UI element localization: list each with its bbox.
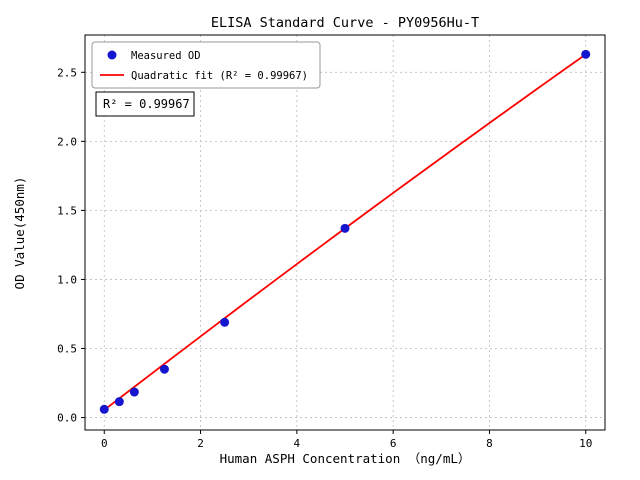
x-tick-label: 0 xyxy=(101,437,108,450)
x-tick-label: 8 xyxy=(486,437,493,450)
legend-label-measured: Measured OD xyxy=(131,50,201,62)
legend-marker-dot xyxy=(107,50,117,60)
data-point xyxy=(220,317,230,327)
y-tick-label: 1.5 xyxy=(57,204,77,217)
plot-border xyxy=(84,34,606,431)
x-tick-label: 2 xyxy=(197,437,204,450)
x-tick-label: 10 xyxy=(579,437,592,450)
y-tick-label: 0.0 xyxy=(57,412,77,425)
axes-layer: 0 2 4 6 8 10 0.0 0.5 1.0 1.5 2.0 2.5 xyxy=(57,34,606,450)
y-tick-label: 1.0 xyxy=(57,273,77,286)
r-squared-text: R² = 0.99967 xyxy=(103,97,190,111)
plot-layer xyxy=(99,49,591,414)
data-point xyxy=(114,397,124,407)
r-squared-box xyxy=(95,91,195,117)
y-tick-label: 2.0 xyxy=(57,135,77,148)
data-point xyxy=(129,387,139,397)
x-tick-label: 6 xyxy=(390,437,397,450)
legend: Measured OD Quadratic fit (R² = 0.99967) xyxy=(91,41,321,89)
r-squared-annotation: R² = 0.99967 xyxy=(95,91,195,117)
y-tick-label: 2.5 xyxy=(57,66,77,79)
y-axis-label: OD Value(450nm) xyxy=(12,177,27,290)
data-point xyxy=(99,404,109,414)
data-point xyxy=(340,223,350,233)
x-axis-label: Human ASPH Concentration （ng/mL） xyxy=(220,451,471,466)
legend-label-fit: Quadratic fit (R² = 0.99967) xyxy=(131,70,308,82)
x-tick-label: 4 xyxy=(294,437,301,450)
data-point xyxy=(581,49,591,59)
legend-box xyxy=(91,41,321,89)
chart-title: ELISA Standard Curve - PY0956Hu-T xyxy=(211,15,479,31)
y-tick-label: 0.5 xyxy=(57,343,77,356)
data-point xyxy=(159,364,169,374)
